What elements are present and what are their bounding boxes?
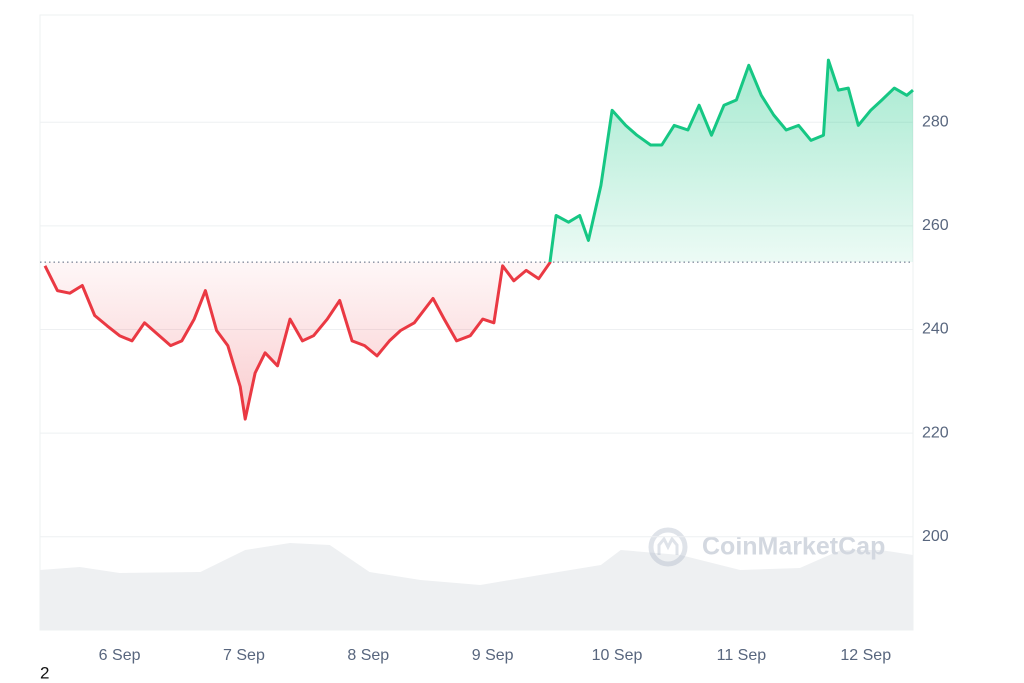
volume-area [40, 543, 913, 630]
x-tick-label: 7 Sep [223, 647, 265, 664]
footer-text: 2 [40, 663, 49, 682]
x-tick-label: 10 Sep [592, 647, 643, 664]
x-tick-label: 6 Sep [99, 647, 141, 664]
y-tick-label: 200 [922, 528, 949, 545]
y-tick-label: 280 [922, 113, 949, 130]
y-tick-label: 240 [922, 321, 949, 338]
x-tick-label: 9 Sep [472, 647, 514, 664]
y-tick-label: 220 [922, 424, 949, 441]
price-line [43, 58, 914, 421]
x-tick-label: 11 Sep [717, 647, 767, 664]
x-tick-label: 8 Sep [347, 647, 389, 664]
x-tick-label: 12 Sep [840, 647, 891, 664]
price-area [45, 60, 913, 420]
watermark: CoinMarketCap [702, 533, 885, 561]
watermark-logo [648, 527, 688, 567]
y-tick-label: 260 [922, 217, 949, 234]
